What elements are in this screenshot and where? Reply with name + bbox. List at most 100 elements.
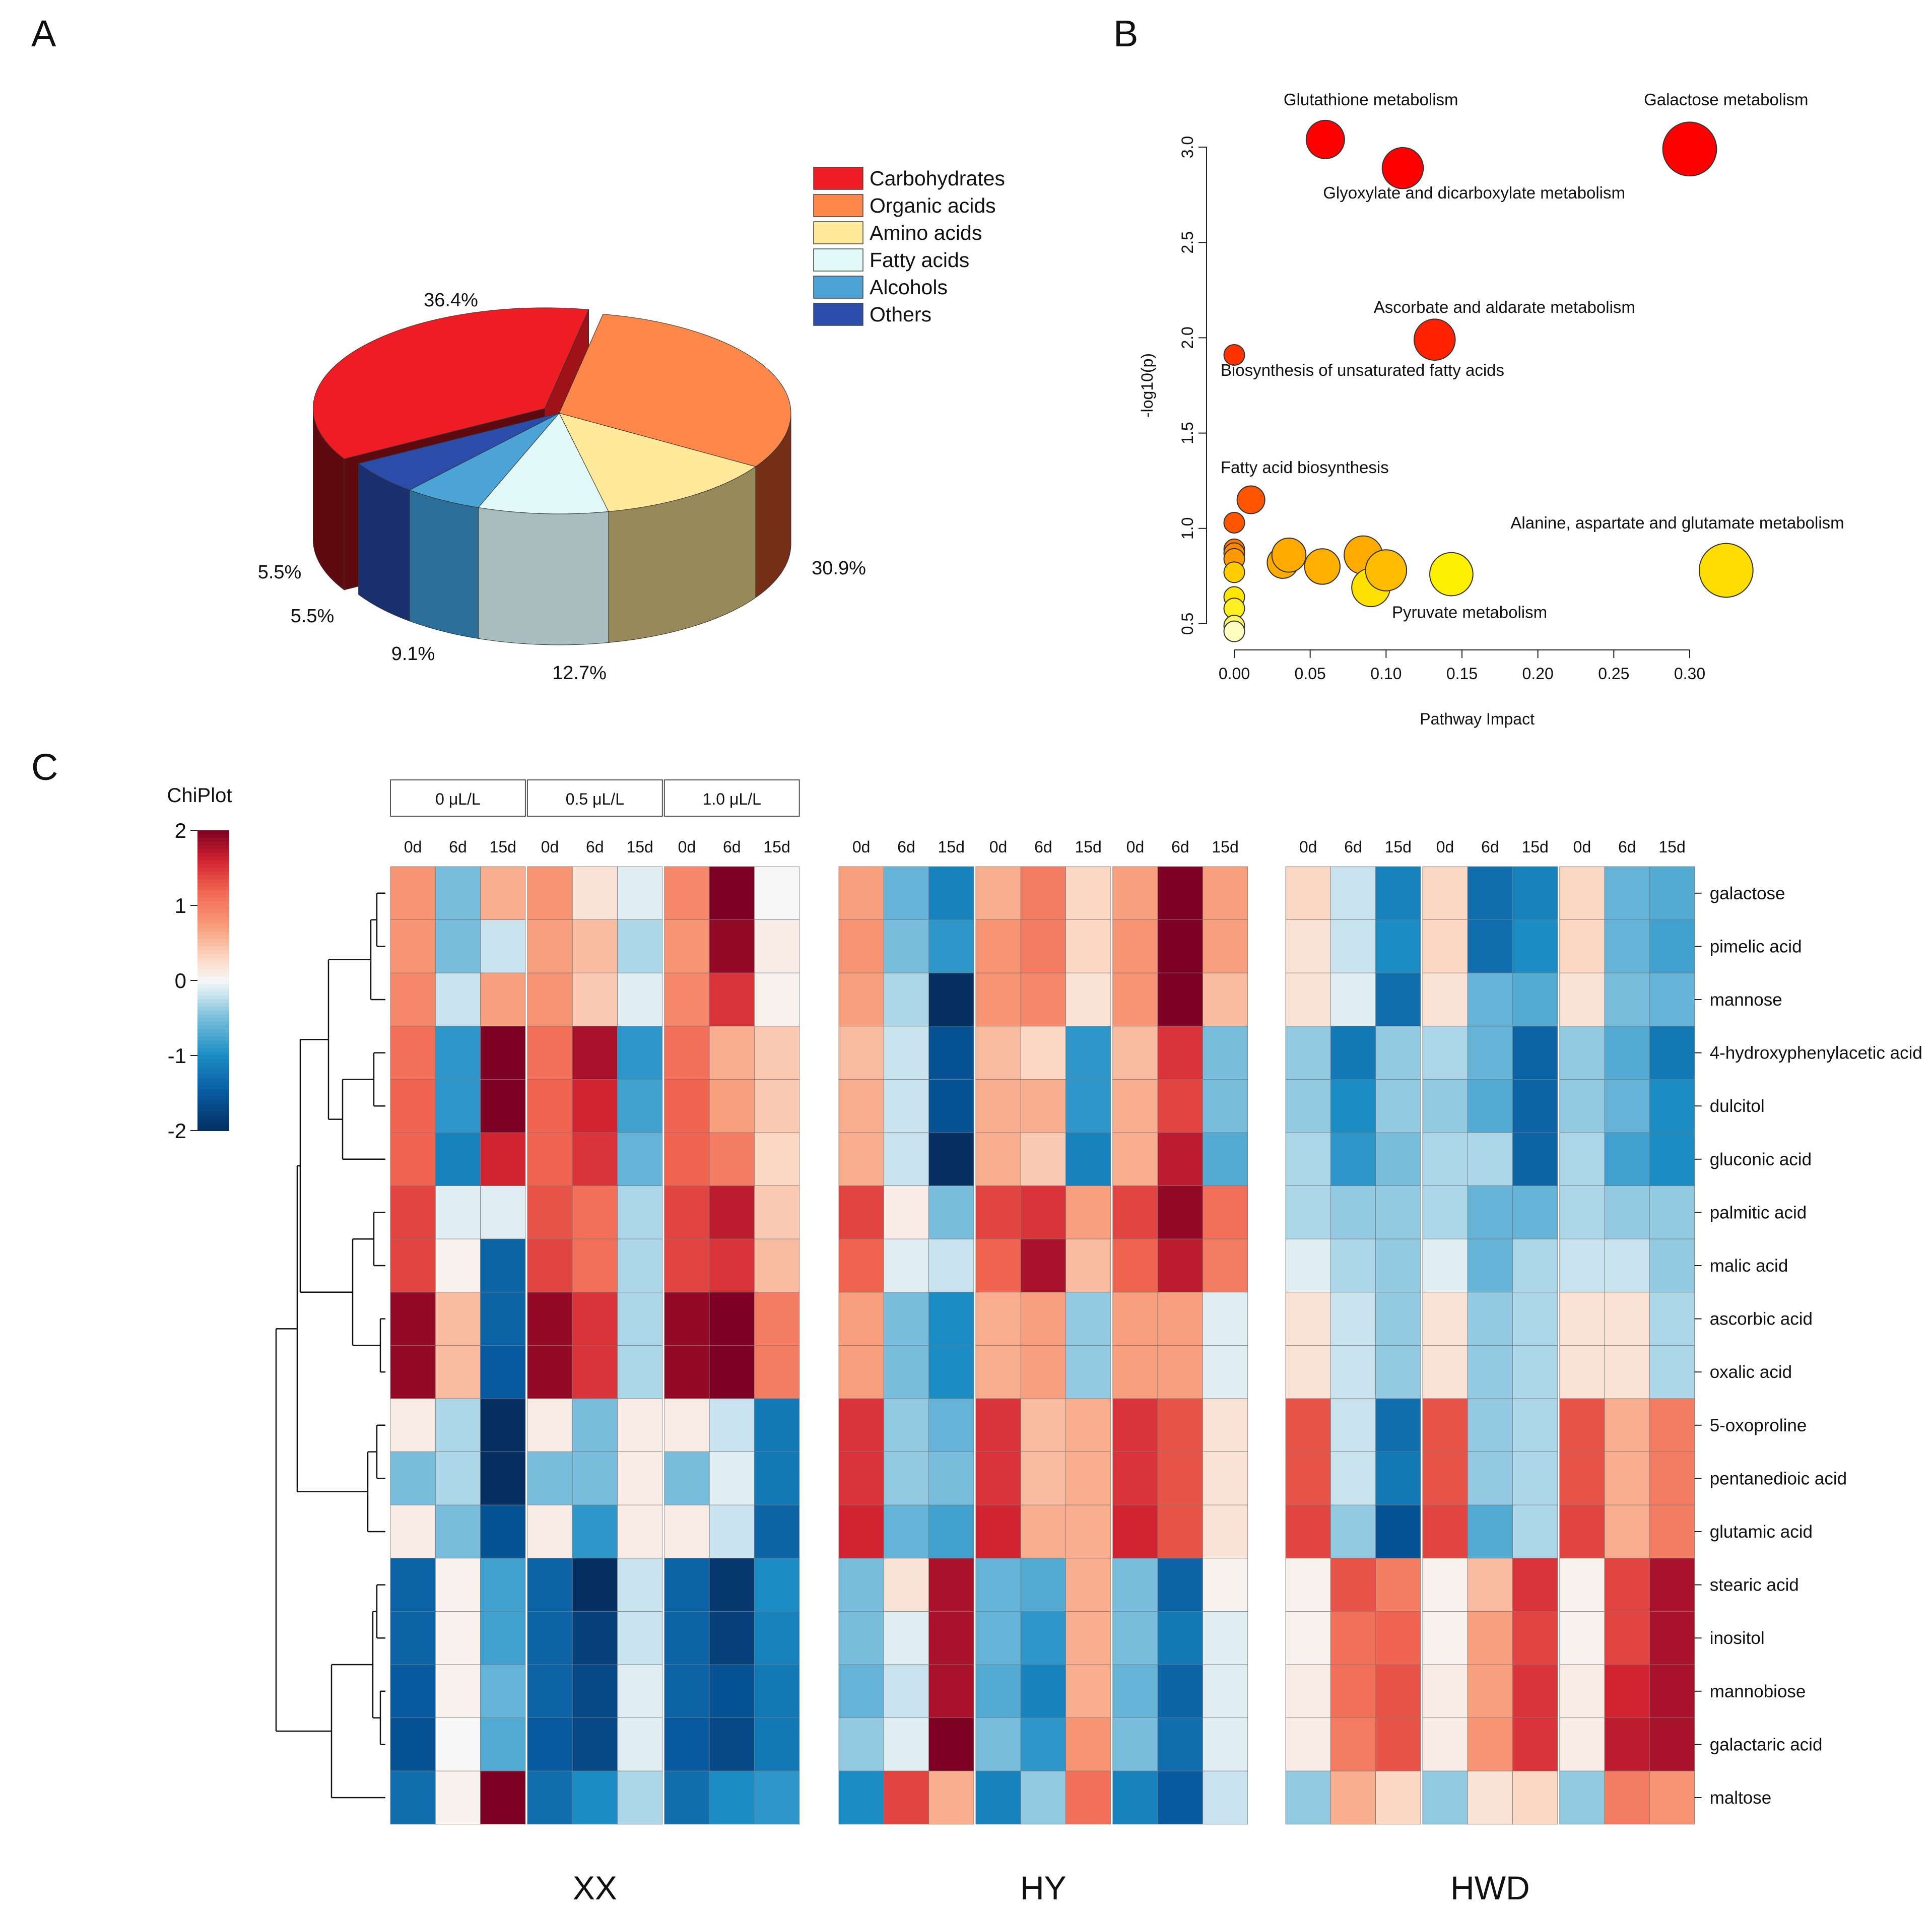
heatmap-cell	[1559, 1345, 1605, 1399]
heatmap-cell	[883, 972, 929, 1027]
heatmap-cell	[1202, 1611, 1248, 1665]
heatmap-cell	[928, 1079, 974, 1133]
heatmap-cell	[390, 1398, 436, 1452]
heatmap-cell	[1559, 1185, 1605, 1239]
colorbar-tick-label: 1	[175, 894, 186, 917]
heatmap-cell	[435, 1664, 481, 1718]
heatmap-cell	[664, 866, 710, 920]
time-label: 0d	[1299, 838, 1317, 856]
heatmap-cell	[1157, 972, 1203, 1027]
heatmap-cell	[390, 1770, 436, 1825]
heatmap-cell	[480, 972, 526, 1027]
heatmap-cell	[435, 1079, 481, 1133]
heatmap-cell	[1330, 1664, 1376, 1718]
colorbar-band	[197, 856, 229, 861]
heatmap-cell	[617, 1132, 663, 1186]
heatmap-cell	[1512, 1452, 1558, 1505]
colorbar-band	[197, 965, 229, 970]
colorbar-band	[197, 1111, 229, 1116]
pie-pct-label: 5.5%	[291, 606, 335, 627]
heatmap-cell	[1467, 1504, 1513, 1559]
legend-swatch	[813, 276, 863, 299]
heatmap-cell	[1422, 1079, 1468, 1133]
bubble-point	[1662, 121, 1717, 177]
y-tick-label: 1.5	[1178, 422, 1196, 444]
bubble-chart: 0.00 0.05 0.10 0.15 0.20 0.25 0.30 Pathway Impa…	[1138, 90, 1844, 728]
heatmap-cell	[754, 1079, 800, 1133]
pie-pct-label: 9.1%	[391, 643, 435, 665]
heatmap-cell	[1020, 1345, 1066, 1399]
heatmap-cell	[1202, 1770, 1248, 1825]
heatmap-cell	[1020, 1398, 1066, 1452]
heatmap-cell	[1112, 972, 1158, 1027]
heatmap-cell	[435, 1132, 481, 1186]
heatmap-cell	[527, 1398, 573, 1452]
heatmap-cell	[527, 1770, 573, 1825]
colorbar-band	[197, 1029, 229, 1034]
heatmap-cell	[1649, 1132, 1695, 1186]
colorbar: ChiPlot 2 1 0 -1 -2	[167, 784, 232, 1143]
heatmap-cell	[1112, 1079, 1158, 1133]
colorbar-band	[197, 905, 229, 910]
heatmap-cell	[838, 1292, 884, 1346]
heatmap-cell	[883, 1292, 929, 1346]
colorbar-band	[197, 871, 229, 876]
heatmap-cell	[883, 1185, 929, 1239]
colorbar-band	[197, 1123, 229, 1128]
colorbar-band	[197, 909, 229, 913]
heatmap-cell	[1422, 1664, 1468, 1718]
heatmap-cell	[664, 1770, 710, 1825]
heatmap-cell	[1202, 1664, 1248, 1718]
row-label: oxalic acid	[1710, 1362, 1792, 1382]
time-label: 0d	[404, 838, 422, 856]
group-label-xx: XX	[573, 1869, 617, 1906]
heatmap-cell	[1065, 1558, 1111, 1612]
heatmap-cell	[1512, 1132, 1558, 1186]
bubble-annotation: Ascorbate and aldarate metabolism	[1374, 298, 1635, 316]
heatmap-cell	[709, 1664, 755, 1718]
heatmap-cell	[390, 1292, 436, 1346]
heatmap-cell	[1512, 1611, 1558, 1665]
heatmap-cell	[664, 1238, 710, 1293]
heatmap-cell	[1604, 866, 1650, 920]
heatmap-cell	[1559, 1718, 1605, 1771]
heatmap-cell	[1157, 1504, 1203, 1559]
y-tick-label: 3.0	[1178, 136, 1196, 158]
heatmap-cell	[617, 1398, 663, 1452]
heatmap-cell	[435, 1558, 481, 1612]
heatmap-cell	[572, 1504, 618, 1559]
colorbar-band	[197, 1040, 229, 1045]
heatmap-cell	[709, 1185, 755, 1239]
heatmap-cell	[1112, 866, 1158, 920]
heatmap-cell	[975, 1185, 1021, 1239]
heatmap-cell	[1512, 1292, 1558, 1346]
row-label: gluconic acid	[1710, 1150, 1812, 1169]
heatmap-cell	[390, 1718, 436, 1771]
heatmap-cell	[1649, 1770, 1695, 1825]
heatmap-cell	[1512, 1079, 1558, 1133]
heatmap-cell	[1112, 1770, 1158, 1825]
heatmap-cell	[480, 1611, 526, 1665]
colorbar-band	[197, 935, 229, 940]
heatmap-cell	[928, 1770, 974, 1825]
heatmap-cell	[1422, 972, 1468, 1027]
heatmap-cell	[1020, 1770, 1066, 1825]
dose-header-box	[390, 779, 526, 817]
heatmap-cell	[1157, 1770, 1203, 1825]
x-tick-label: 0.30	[1674, 665, 1705, 683]
colorbar-band	[197, 1063, 229, 1068]
heatmap-cell	[975, 972, 1021, 1027]
heatmap-cell	[1020, 1132, 1066, 1186]
time-label: 6d	[586, 838, 604, 856]
pie-pct-label: 30.9%	[812, 558, 866, 579]
heatmap-cell	[1375, 1185, 1421, 1239]
heatmap-cell	[838, 1345, 884, 1399]
heatmap-cell	[1020, 1664, 1066, 1718]
heatmap-cell	[1285, 1718, 1331, 1771]
heatmap-cell	[435, 1611, 481, 1665]
row-label: 5-oxoproline	[1710, 1416, 1807, 1435]
heatmap-cell	[664, 1292, 710, 1346]
row-label: mannobiose	[1710, 1682, 1806, 1701]
bubble-point	[1236, 485, 1265, 514]
heatmap-cell	[975, 1664, 1021, 1718]
